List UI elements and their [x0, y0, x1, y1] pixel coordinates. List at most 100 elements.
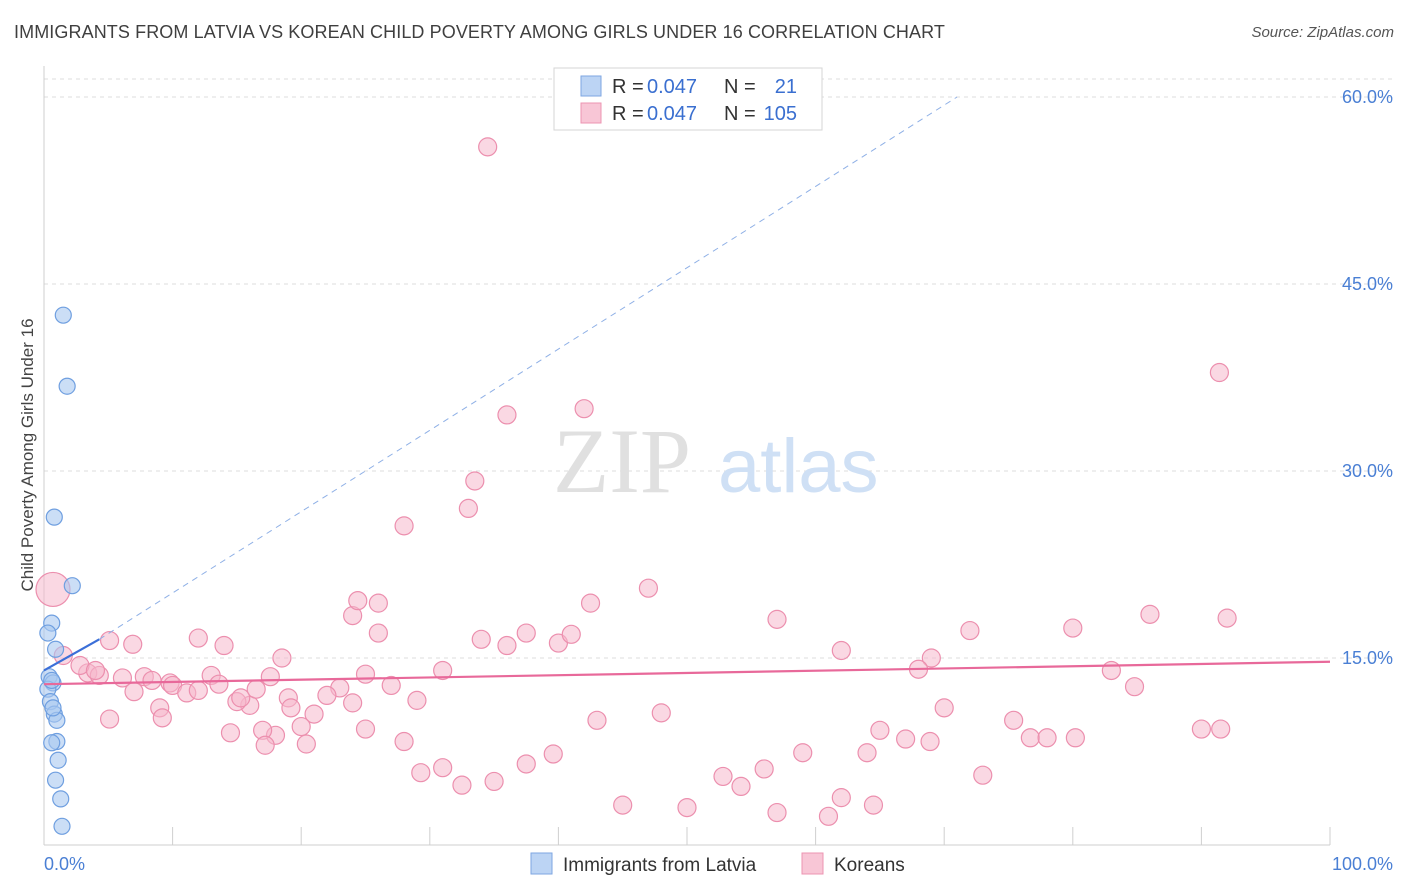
x-tick-label-max: 100.0% — [1332, 854, 1393, 874]
bottom-legend-label-latvia: Immigrants from Latvia — [563, 855, 757, 876]
korean-point — [220, 723, 241, 743]
korean-point — [677, 797, 697, 818]
korean-point — [260, 667, 280, 687]
legend-swatch-latvia — [580, 75, 602, 97]
y-tick-labels: 15.0% 30.0% 45.0% 60.0% — [1342, 87, 1393, 668]
korean-point — [1191, 719, 1212, 739]
korean-point — [934, 698, 954, 718]
korean-point — [543, 744, 563, 764]
legend-r-value-korean: 0.047 — [647, 103, 697, 125]
korean-point — [831, 788, 851, 808]
latvia-point — [63, 577, 81, 595]
korean-point — [296, 734, 316, 754]
y-axis-label: Child Poverty Among Girls Under 16 — [18, 318, 37, 591]
latvia-point — [49, 751, 67, 769]
latvia-point — [43, 671, 61, 690]
korean-point — [381, 675, 401, 696]
korean-point — [231, 688, 251, 708]
korean-point — [304, 704, 324, 724]
korean-point — [921, 648, 941, 668]
korean-point — [516, 754, 536, 774]
korean-point — [818, 806, 839, 826]
latvia-point — [58, 377, 76, 395]
bottom-legend-swatch-latvia — [530, 852, 553, 875]
korean-point — [1037, 728, 1057, 748]
korean-point — [793, 743, 813, 763]
korean-point — [870, 720, 890, 740]
korean-point — [497, 635, 517, 656]
legend-n-value-korean: 105 — [764, 103, 797, 125]
legend-n-label-latvia: N = — [724, 76, 756, 98]
korean-point — [613, 795, 633, 815]
x-tick-label-min: 0.0% — [44, 854, 85, 874]
korean-point — [152, 708, 172, 728]
latvia-point — [46, 640, 65, 658]
korean-point — [754, 759, 774, 779]
latvia-trend-extended — [99, 96, 958, 640]
korean-point — [394, 731, 414, 752]
korean-point — [973, 765, 993, 785]
korean-point — [497, 405, 517, 425]
korean-point — [407, 690, 427, 710]
korean-point — [255, 735, 275, 755]
korean-point — [142, 670, 162, 691]
korean-point — [638, 578, 659, 598]
korean-point — [1124, 677, 1145, 697]
korean-point — [1209, 362, 1230, 383]
korean-point — [112, 668, 133, 688]
korean-point — [574, 399, 594, 419]
watermark-atlas: atlas — [718, 424, 879, 509]
legend-n-label-korean: N = — [724, 103, 756, 125]
legend-swatch-korean — [580, 102, 602, 124]
korean-point — [1063, 618, 1083, 638]
korean-point — [188, 628, 208, 648]
korean-point — [452, 775, 472, 795]
grid-lines — [44, 78, 1393, 659]
korean-point — [1217, 608, 1237, 628]
watermark-zip: ZIP — [553, 410, 691, 512]
korean-point — [465, 471, 485, 491]
y-tick-label-45: 45.0% — [1342, 274, 1393, 294]
latvia-trend-line — [43, 638, 100, 672]
bottom-legend-swatch-korean — [801, 852, 824, 875]
korean-point — [85, 660, 106, 681]
korean-point — [831, 640, 851, 661]
trend-lines — [43, 96, 1331, 686]
latvia-point — [39, 624, 57, 642]
korean-point — [1004, 710, 1024, 730]
latvia-point — [43, 734, 61, 752]
korean-point — [123, 634, 143, 654]
korean-point — [188, 680, 208, 701]
chart-title: IMMIGRANTS FROM LATVIA VS KOREAN CHILD P… — [14, 22, 945, 42]
series-legend: Immigrants from Latvia Koreans — [530, 852, 905, 876]
latvia-point — [53, 817, 71, 835]
korean-point — [920, 731, 940, 752]
korean-point — [478, 137, 498, 157]
y-tick-label-15: 15.0% — [1342, 648, 1393, 668]
korean-point — [433, 758, 453, 778]
korean-point — [394, 516, 414, 536]
korean-point — [209, 674, 229, 694]
bottom-legend-label-korean: Koreans — [834, 855, 905, 876]
korean-point — [767, 802, 787, 823]
korean-point — [1101, 660, 1121, 681]
x-tick-labels: 0.0% 100.0% — [44, 854, 1393, 874]
korean-trend-line — [43, 660, 1331, 686]
korean-point — [713, 766, 733, 787]
korean-point — [368, 593, 388, 613]
korean-point — [355, 719, 376, 739]
korean-point — [1065, 728, 1085, 748]
korean-point — [433, 660, 453, 681]
korean-point — [317, 685, 337, 706]
korean-point — [348, 591, 368, 611]
korean-point — [960, 620, 980, 641]
korean-point — [411, 763, 431, 783]
latvia-point — [45, 508, 63, 526]
y-tick-label-30: 30.0% — [1342, 461, 1393, 481]
legend-r-label-latvia: R = — [612, 76, 644, 98]
korean-point — [281, 698, 301, 718]
korean-point — [291, 716, 311, 737]
korean-point — [471, 629, 491, 649]
korean-point — [857, 743, 877, 763]
